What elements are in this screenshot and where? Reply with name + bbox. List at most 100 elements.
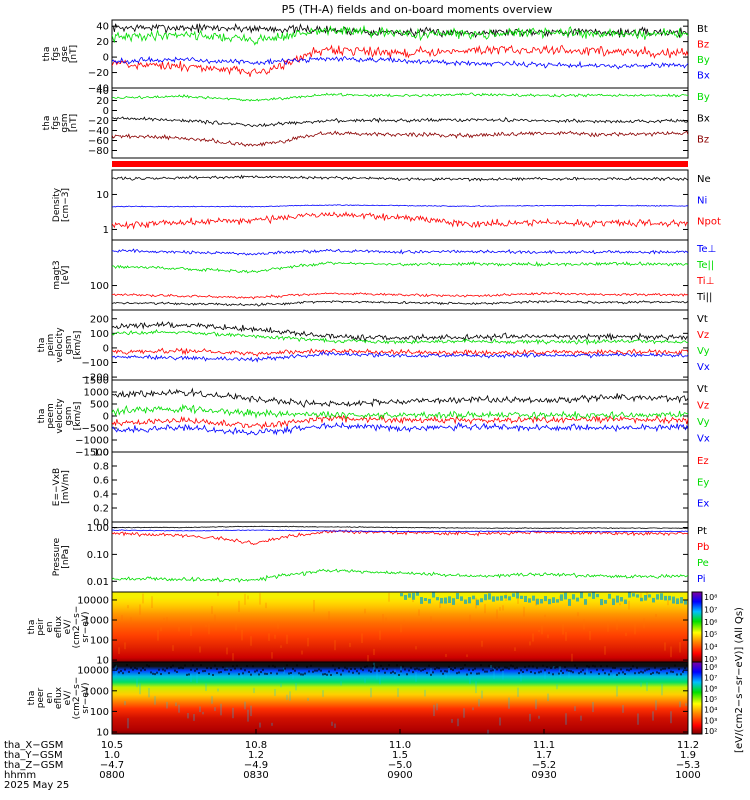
y-tick-label: 40 [96,22,109,33]
y-tick-label: 10000 [77,666,109,677]
x-row-label: tha_Y−GSM [4,750,63,761]
y-axis-label: fgs [51,116,61,130]
x-row-label: tha_Z−GSM [4,760,63,771]
y-axis-label: [nPa] [61,545,71,568]
legend-Ti||: Ti|| [696,292,712,303]
y-axis-label: tha [27,691,37,706]
y-tick-label: 100 [90,329,109,340]
x-tick-label: 1000 [675,770,700,781]
y-axis-label: [eV] [61,266,71,285]
legend-Bx: Bx [697,113,710,124]
x-tick-label: 11.0 [389,740,411,751]
x-tick-label: 0930 [531,770,556,781]
y-tick-label: 100 [90,281,109,292]
y-axis-label: peir [36,618,46,636]
series-line-Vy [112,403,688,421]
y-axis-label: eflux [54,686,64,709]
legend-Vz: Vz [697,330,709,341]
panel-fgs-gse: 40 20 0 −20 −40 tha fgs gse [nT] Bt Bz By Bx [42,19,710,95]
y-axis-label: Pressure [52,537,62,576]
y-axis-label: [cm−3] [61,188,71,222]
y-axis-label: E=−VxB [52,468,62,506]
y-axis-label: tha [42,47,52,62]
y-axis-label: Density [52,187,62,222]
y-tick-label: 0 [103,412,109,423]
y-tick-label: −40 [88,84,109,95]
y-tick-label: 0 [103,343,109,354]
y-axis-label: eV/ [63,619,73,635]
y-axis-label: magt3 [52,260,62,289]
plot-title: P5 (TH-A) fields and on-board moments ov… [282,3,553,16]
legend-Ex: Ex [697,499,709,510]
y-tick-label: 0.4 [93,490,109,501]
y-tick-label: 1 [103,225,109,236]
series-line-Ni [112,204,688,208]
series-line-Te⊥ [112,248,688,256]
colorbar-tick-label: 10² [704,727,717,736]
y-axis-label: [mV/m] [61,470,71,504]
y-tick-label: −1500 [75,448,109,459]
y-tick-label: −20 [88,68,109,79]
panel-peim-velocity: 200 100 0 −100 −200 tha peim velocity gsm [km/s] V… [37,309,710,384]
y-axis-label: eflux [54,615,64,638]
y-tick-label: −40 [88,126,109,137]
x-tick-label: 1.9 [680,750,696,761]
colorbar-tick-label: 10⁷ [704,674,717,683]
y-tick-label: −100 [82,358,109,369]
x-axis-date: 2025 May 25 [4,780,69,791]
series-line-Bz [112,44,688,77]
y-tick-label: −80 [88,146,109,157]
y-tick-label: 20 [96,96,109,107]
colorbar-label: [eV/(cm2−s−sr−eV)] (All Qs) [734,607,745,753]
legend-Te⊥: Te⊥ [696,244,716,255]
x-tick-label: 1.0 [104,750,120,761]
legend-Ez: Ez [697,456,709,467]
x-tick-label: 0800 [99,770,124,781]
heatmap-peir-spectrogram [112,592,688,662]
legend-Vx: Vx [697,362,710,373]
heatmap-peer-spectrogram [112,662,688,734]
panel-peir-spectrogram: 10000 1000 100 10 tha peir en eflux eV/(cm2−s− sr… [27,591,689,667]
y-axis-label: [km/s] [73,402,83,431]
series-line-Vx [112,350,688,363]
y-tick-label: 0.2 [93,504,109,515]
y-tick-label: 10 [96,190,109,201]
y-axis-label: [nT] [69,114,79,132]
x-tick-label: −4.9 [244,760,268,771]
y-axis-label: gsm [64,406,74,425]
x-tick-label: 1.2 [248,750,264,761]
x-tick-label: −5.3 [676,760,700,771]
y-axis-label: eV/ [63,690,73,706]
y-axis-label: en [45,621,55,632]
y-axis-label: peim [46,334,56,357]
x-tick-label: 11.2 [677,740,699,751]
series-line-Pe [112,568,688,583]
y-tick-label: −200 [82,373,109,384]
legend-Vt: Vt [697,314,708,325]
x-tick-label: 10.5 [101,740,123,751]
y-tick-label: 0.10 [87,550,109,561]
y-axis-label: tha [37,338,47,353]
legend-Pi: Pi [697,574,706,585]
y-axis-label: sr−eV) [81,682,91,713]
colorbar-tick-label: 10⁵ [704,630,717,639]
y-tick-label: 1000 [84,686,109,697]
colorbar-tick-label: 10⁶ [704,684,717,693]
series-line-Ne [112,174,688,182]
y-tick-label: 40 [96,86,109,97]
colorbar-tick-label: 10⁴ [704,643,717,652]
legend-Ti⊥: Ti⊥ [696,276,714,287]
legend-Ni: Ni [697,195,707,206]
y-axis-label: tha [27,620,37,635]
y-tick-label: −20 [88,116,109,127]
y-tick-label: 1500 [84,376,109,387]
colorbar-tick-label: 10⁷ [704,605,717,614]
series-line-Vx [112,421,688,436]
panel-pressure: 1.00 0.10 0.01 Pressure [nPa] Pt Pb Pe Pi [52,521,709,593]
y-axis-label: (cm2−s− [72,606,82,649]
panel-peer-spectrogram: 10000 1000 100 10 tha peer en eflux eV/(cm2−s− sr… [27,661,689,739]
legend-Vy: Vy [697,346,710,357]
y-tick-label: 500 [90,400,109,411]
y-tick-label: 0.0 [93,518,109,529]
panel-frame [111,87,689,159]
